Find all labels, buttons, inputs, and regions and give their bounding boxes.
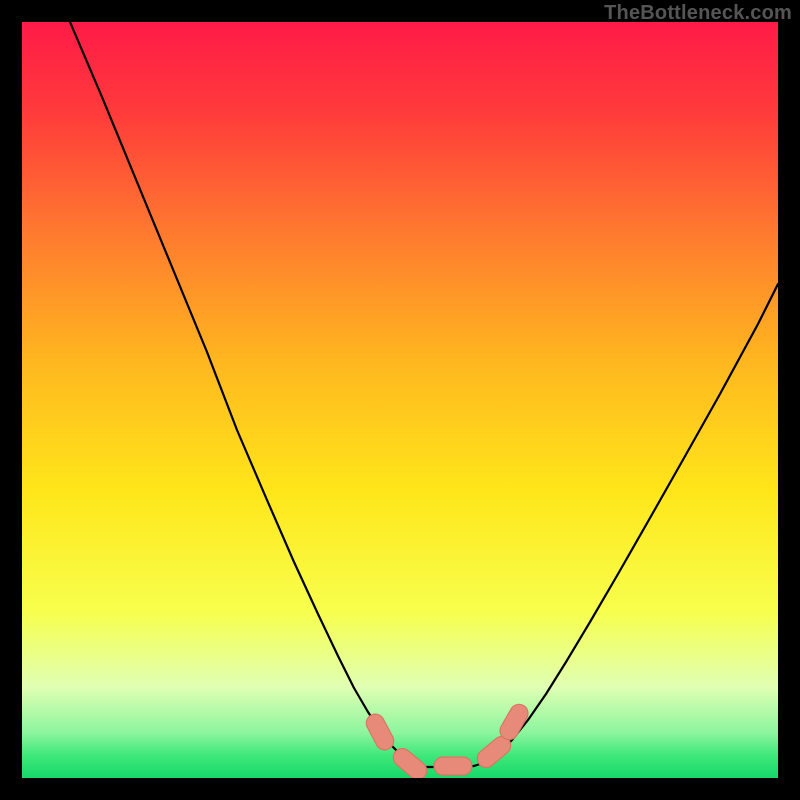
- chart-outer-frame: TheBottleneck.com: [0, 0, 800, 800]
- watermark-text: TheBottleneck.com: [604, 2, 792, 25]
- gradient-background: [22, 22, 778, 778]
- chart-plot-area: [22, 22, 778, 778]
- bottleneck-chart: [22, 22, 778, 778]
- valley-marker: [434, 757, 472, 775]
